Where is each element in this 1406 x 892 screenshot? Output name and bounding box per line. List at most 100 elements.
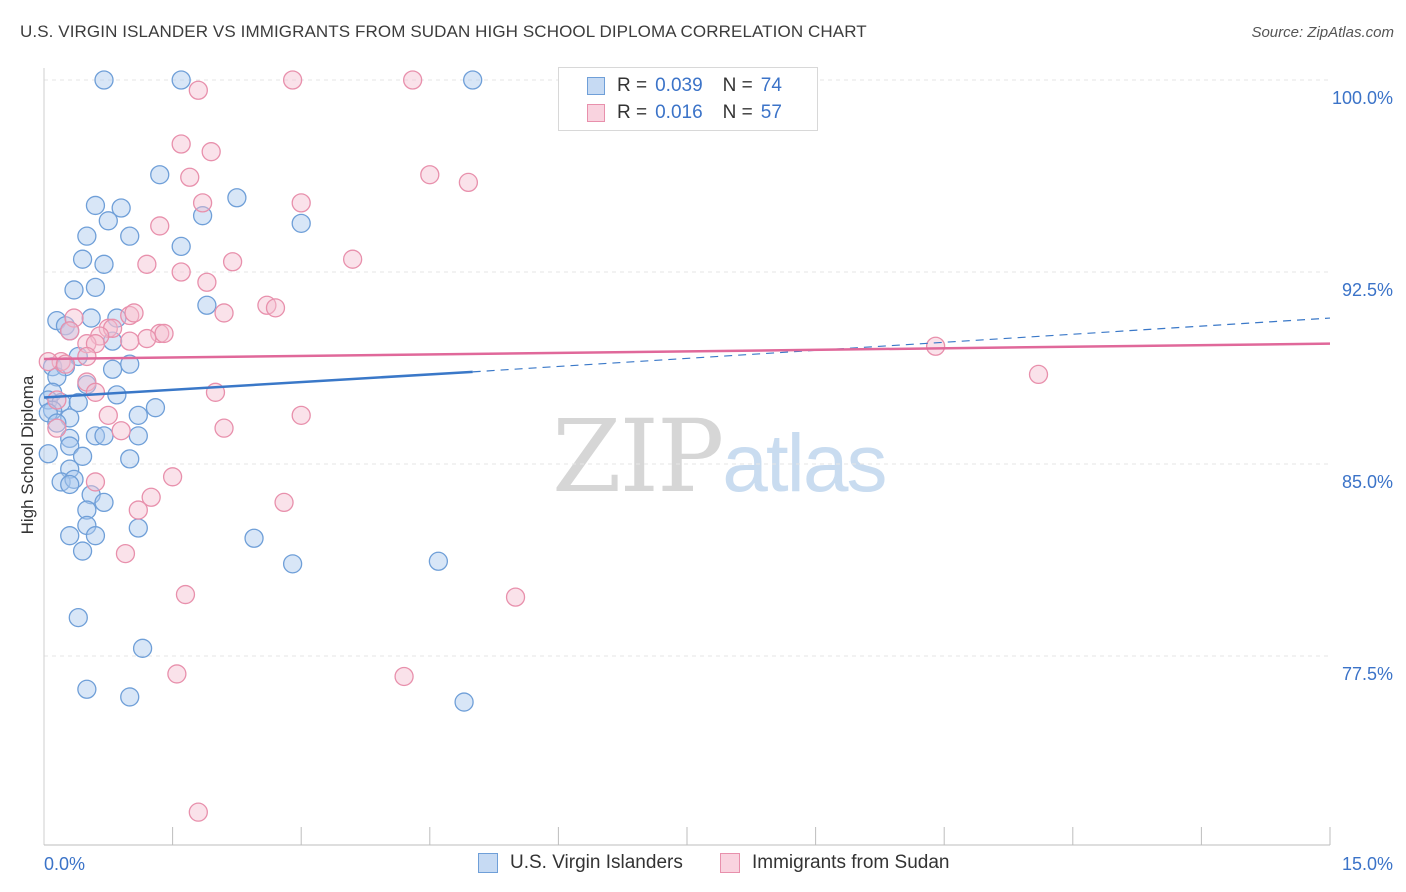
point-virgin-islanders xyxy=(94,70,114,90)
point-virgin-islanders xyxy=(227,188,247,208)
point-virgin-islanders xyxy=(60,474,80,495)
point-virgin-islanders xyxy=(60,436,80,456)
point-sudan xyxy=(342,249,363,269)
point-sudan xyxy=(120,331,140,351)
series-swatch-blue xyxy=(478,853,498,873)
legend-r-value: 0.016 xyxy=(655,102,703,123)
point-virgin-islanders xyxy=(81,308,101,328)
point-virgin-islanders xyxy=(72,541,93,561)
point-virgin-islanders xyxy=(132,638,153,658)
point-virgin-islanders xyxy=(145,398,166,418)
point-virgin-islanders xyxy=(60,526,80,546)
legend-r-label: R = xyxy=(617,75,648,96)
point-sudan xyxy=(188,802,208,822)
point-sudan xyxy=(291,405,311,426)
point-virgin-islanders xyxy=(94,426,114,446)
point-virgin-islanders xyxy=(47,413,67,433)
point-virgin-islanders xyxy=(150,165,170,185)
point-sudan xyxy=(115,543,136,564)
point-sudan xyxy=(85,472,106,492)
point-sudan xyxy=(192,193,213,213)
point-virgin-islanders xyxy=(98,211,118,231)
point-virgin-islanders xyxy=(428,551,449,571)
series-swatch-pink xyxy=(720,853,740,873)
point-sudan xyxy=(47,390,67,410)
point-virgin-islanders xyxy=(128,518,148,538)
point-virgin-islanders xyxy=(102,359,123,379)
point-sudan xyxy=(274,492,294,513)
y-tick-label: 100.0% xyxy=(1332,88,1393,108)
point-virgin-islanders xyxy=(94,254,114,274)
point-virgin-islanders xyxy=(244,528,264,548)
point-virgin-islanders xyxy=(463,70,483,90)
point-sudan xyxy=(137,328,157,349)
point-virgin-islanders xyxy=(197,295,217,315)
point-virgin-islanders xyxy=(85,526,106,546)
point-sudan xyxy=(282,70,303,90)
point-sudan xyxy=(162,467,183,487)
legend-r-value: 0.039 xyxy=(655,75,703,96)
point-virgin-islanders xyxy=(107,385,127,405)
point-virgin-islanders xyxy=(68,392,88,413)
point-virgin-islanders xyxy=(72,446,93,466)
point-sudan xyxy=(64,308,84,328)
series-legend-label: U.S. Virgin Islanders xyxy=(510,852,683,873)
point-sudan xyxy=(180,167,200,187)
point-sudan xyxy=(60,321,80,341)
point-virgin-islanders xyxy=(282,554,303,574)
point-virgin-islanders xyxy=(64,280,84,300)
legend-r-label: R = xyxy=(617,102,648,123)
series-legend-sudan: Immigrants from Sudan xyxy=(720,852,949,874)
x-tick-label: 0.0% xyxy=(44,854,85,874)
series-legend-virgin-islanders: U.S. Virgin Islanders xyxy=(478,852,683,874)
point-sudan xyxy=(505,587,526,607)
point-sudan xyxy=(214,303,234,323)
legend-swatch-pink xyxy=(587,104,605,122)
point-virgin-islanders xyxy=(68,607,88,628)
point-virgin-islanders xyxy=(111,198,131,218)
point-sudan xyxy=(214,418,234,438)
point-sudan xyxy=(171,262,191,282)
point-sudan xyxy=(291,193,311,213)
point-sudan xyxy=(188,80,208,100)
point-sudan xyxy=(201,142,221,162)
trend-line-virgin-islanders-extension xyxy=(472,317,1331,373)
legend-row-virgin-islanders: R = 0.039 N = 74 xyxy=(587,74,782,98)
series-legend-label: Immigrants from Sudan xyxy=(752,852,950,873)
point-virgin-islanders xyxy=(171,236,191,257)
y-tick-label: 77.5% xyxy=(1342,664,1393,684)
point-sudan xyxy=(175,584,196,605)
point-sudan xyxy=(197,272,217,292)
watermark: ZIPatlas xyxy=(552,398,888,515)
trend-line-sudan xyxy=(43,342,1331,361)
legend-n-label: N = xyxy=(722,75,753,96)
legend-n-value: 74 xyxy=(760,75,782,96)
point-sudan xyxy=(458,172,479,193)
point-sudan xyxy=(265,298,286,318)
point-virgin-islanders xyxy=(120,226,140,246)
point-virgin-islanders xyxy=(291,213,311,234)
point-sudan xyxy=(1028,364,1049,385)
correlation-legend: R = 0.039 N = 74 R = 0.016 N = 57 xyxy=(558,67,818,131)
point-virgin-islanders xyxy=(72,249,93,269)
point-virgin-islanders xyxy=(128,426,148,446)
point-virgin-islanders xyxy=(60,428,80,449)
point-sudan xyxy=(154,323,174,344)
point-sudan xyxy=(167,664,187,684)
chart-source: Source: ZipAtlas.com xyxy=(1251,24,1394,41)
legend-row-sudan: R = 0.016 N = 57 xyxy=(587,101,782,125)
trend-line-virgin-islanders xyxy=(43,370,473,399)
point-sudan xyxy=(171,134,191,154)
point-sudan xyxy=(128,500,148,520)
y-tick-label: 85.0% xyxy=(1342,472,1393,492)
point-sudan xyxy=(222,252,243,272)
watermark-zip: ZIP xyxy=(552,398,724,515)
legend-n-value: 57 xyxy=(760,102,782,123)
point-sudan xyxy=(394,666,414,687)
series-legend: U.S. Virgin Islanders Immigrants from Su… xyxy=(0,852,1406,878)
point-sudan xyxy=(77,346,97,367)
point-sudan xyxy=(150,216,170,236)
point-sudan xyxy=(124,303,144,323)
point-sudan xyxy=(403,70,423,90)
